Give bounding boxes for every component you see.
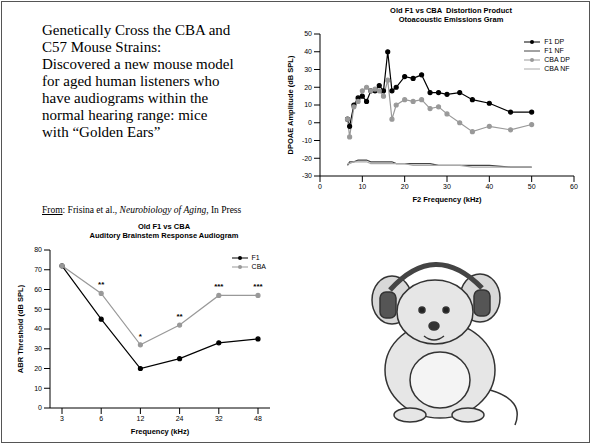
svg-text:60: 60 <box>34 286 42 293</box>
svg-text:0: 0 <box>318 183 322 190</box>
html-text:C57 Mouse Strains:: C57 Mouse Strains: <box>42 39 162 55</box>
svg-text:***: *** <box>253 282 263 291</box>
svg-text:12: 12 <box>137 415 145 422</box>
svg-text:20: 20 <box>304 84 312 91</box>
html-text:F1 DP: F1 DP <box>544 38 565 45</box>
html-text:F1 NF: F1 NF <box>544 47 564 54</box>
svg-text:50: 50 <box>304 30 312 37</box>
svg-text:30: 30 <box>304 66 312 73</box>
svg-text:-10: -10 <box>302 137 312 144</box>
svg-text:Frequency (kHz): Frequency (kHz) <box>131 427 190 436</box>
svg-text:30: 30 <box>443 183 451 190</box>
svg-text:20: 20 <box>34 365 42 372</box>
svg-text:F2 Frequency (kHz): F2 Frequency (kHz) <box>412 195 482 204</box>
svg-text:6: 6 <box>99 415 103 422</box>
svg-text:20: 20 <box>401 183 409 190</box>
svg-text:30: 30 <box>34 345 42 352</box>
svg-text:80: 80 <box>34 246 42 253</box>
svg-text:***: *** <box>214 282 224 291</box>
html-text:for aged human listeners who: for aged human listeners who <box>42 73 220 89</box>
svg-text:32: 32 <box>215 415 223 422</box>
html-text:Old F1 vs CBA Distortion Produ: Old F1 vs CBA Distortion Product <box>390 6 512 15</box>
svg-text:ABR Threshold (dB SPL): ABR Threshold (dB SPL) <box>16 284 25 373</box>
html-text:normal hearing range: mice: normal hearing range: mice <box>42 107 208 123</box>
svg-text:-30: -30 <box>302 172 312 179</box>
svg-text:40: 40 <box>304 48 312 55</box>
html-text:CBA DP: CBA DP <box>544 56 570 63</box>
html-text:with “Golden Ears”: with “Golden Ears” <box>42 124 161 140</box>
html-text:Otoacoustic Emissions Gram: Otoacoustic Emissions Gram <box>398 15 504 24</box>
svg-text:**: ** <box>176 312 183 321</box>
html-text:Genetically Cross the CBA and: Genetically Cross the CBA and <box>42 22 231 38</box>
html-text:CBA: CBA <box>251 263 266 270</box>
svg-text:60: 60 <box>570 183 578 190</box>
svg-text:0: 0 <box>308 119 312 126</box>
svg-text:**: ** <box>98 280 105 289</box>
html-text:CBA NF: CBA NF <box>544 65 570 72</box>
svg-text:*: * <box>139 332 143 341</box>
svg-text:48: 48 <box>254 415 262 422</box>
svg-text:24: 24 <box>176 415 184 422</box>
svg-text:3: 3 <box>60 415 64 422</box>
svg-text:DPOAE Amplitude (dB SPL): DPOAE Amplitude (dB SPL) <box>286 55 295 154</box>
html-text:Discovered a new mouse model: Discovered a new mouse model <box>42 56 234 72</box>
svg-text:40: 40 <box>485 183 493 190</box>
html-text:Old F1 vs CBA: Old F1 vs CBA <box>138 222 190 231</box>
svg-text:-20: -20 <box>302 155 312 162</box>
html-text:have audiograms within the: have audiograms within the <box>42 90 209 106</box>
svg-text:10: 10 <box>358 183 366 190</box>
html-text:Auditory Brainstem Response Au: Auditory Brainstem Response Audiogram <box>89 231 239 240</box>
svg-text:10: 10 <box>304 101 312 108</box>
html-text:From: Frisina et al., Neurobio: From: Frisina et al., Neurobiology of Ag… <box>42 205 242 215</box>
svg-text:10: 10 <box>34 385 42 392</box>
svg-text:70: 70 <box>34 266 42 273</box>
html-text:F1: F1 <box>251 254 260 261</box>
svg-text:50: 50 <box>528 183 536 190</box>
svg-text:0: 0 <box>38 404 42 411</box>
svg-text:40: 40 <box>34 325 42 332</box>
svg-text:50: 50 <box>34 306 42 313</box>
